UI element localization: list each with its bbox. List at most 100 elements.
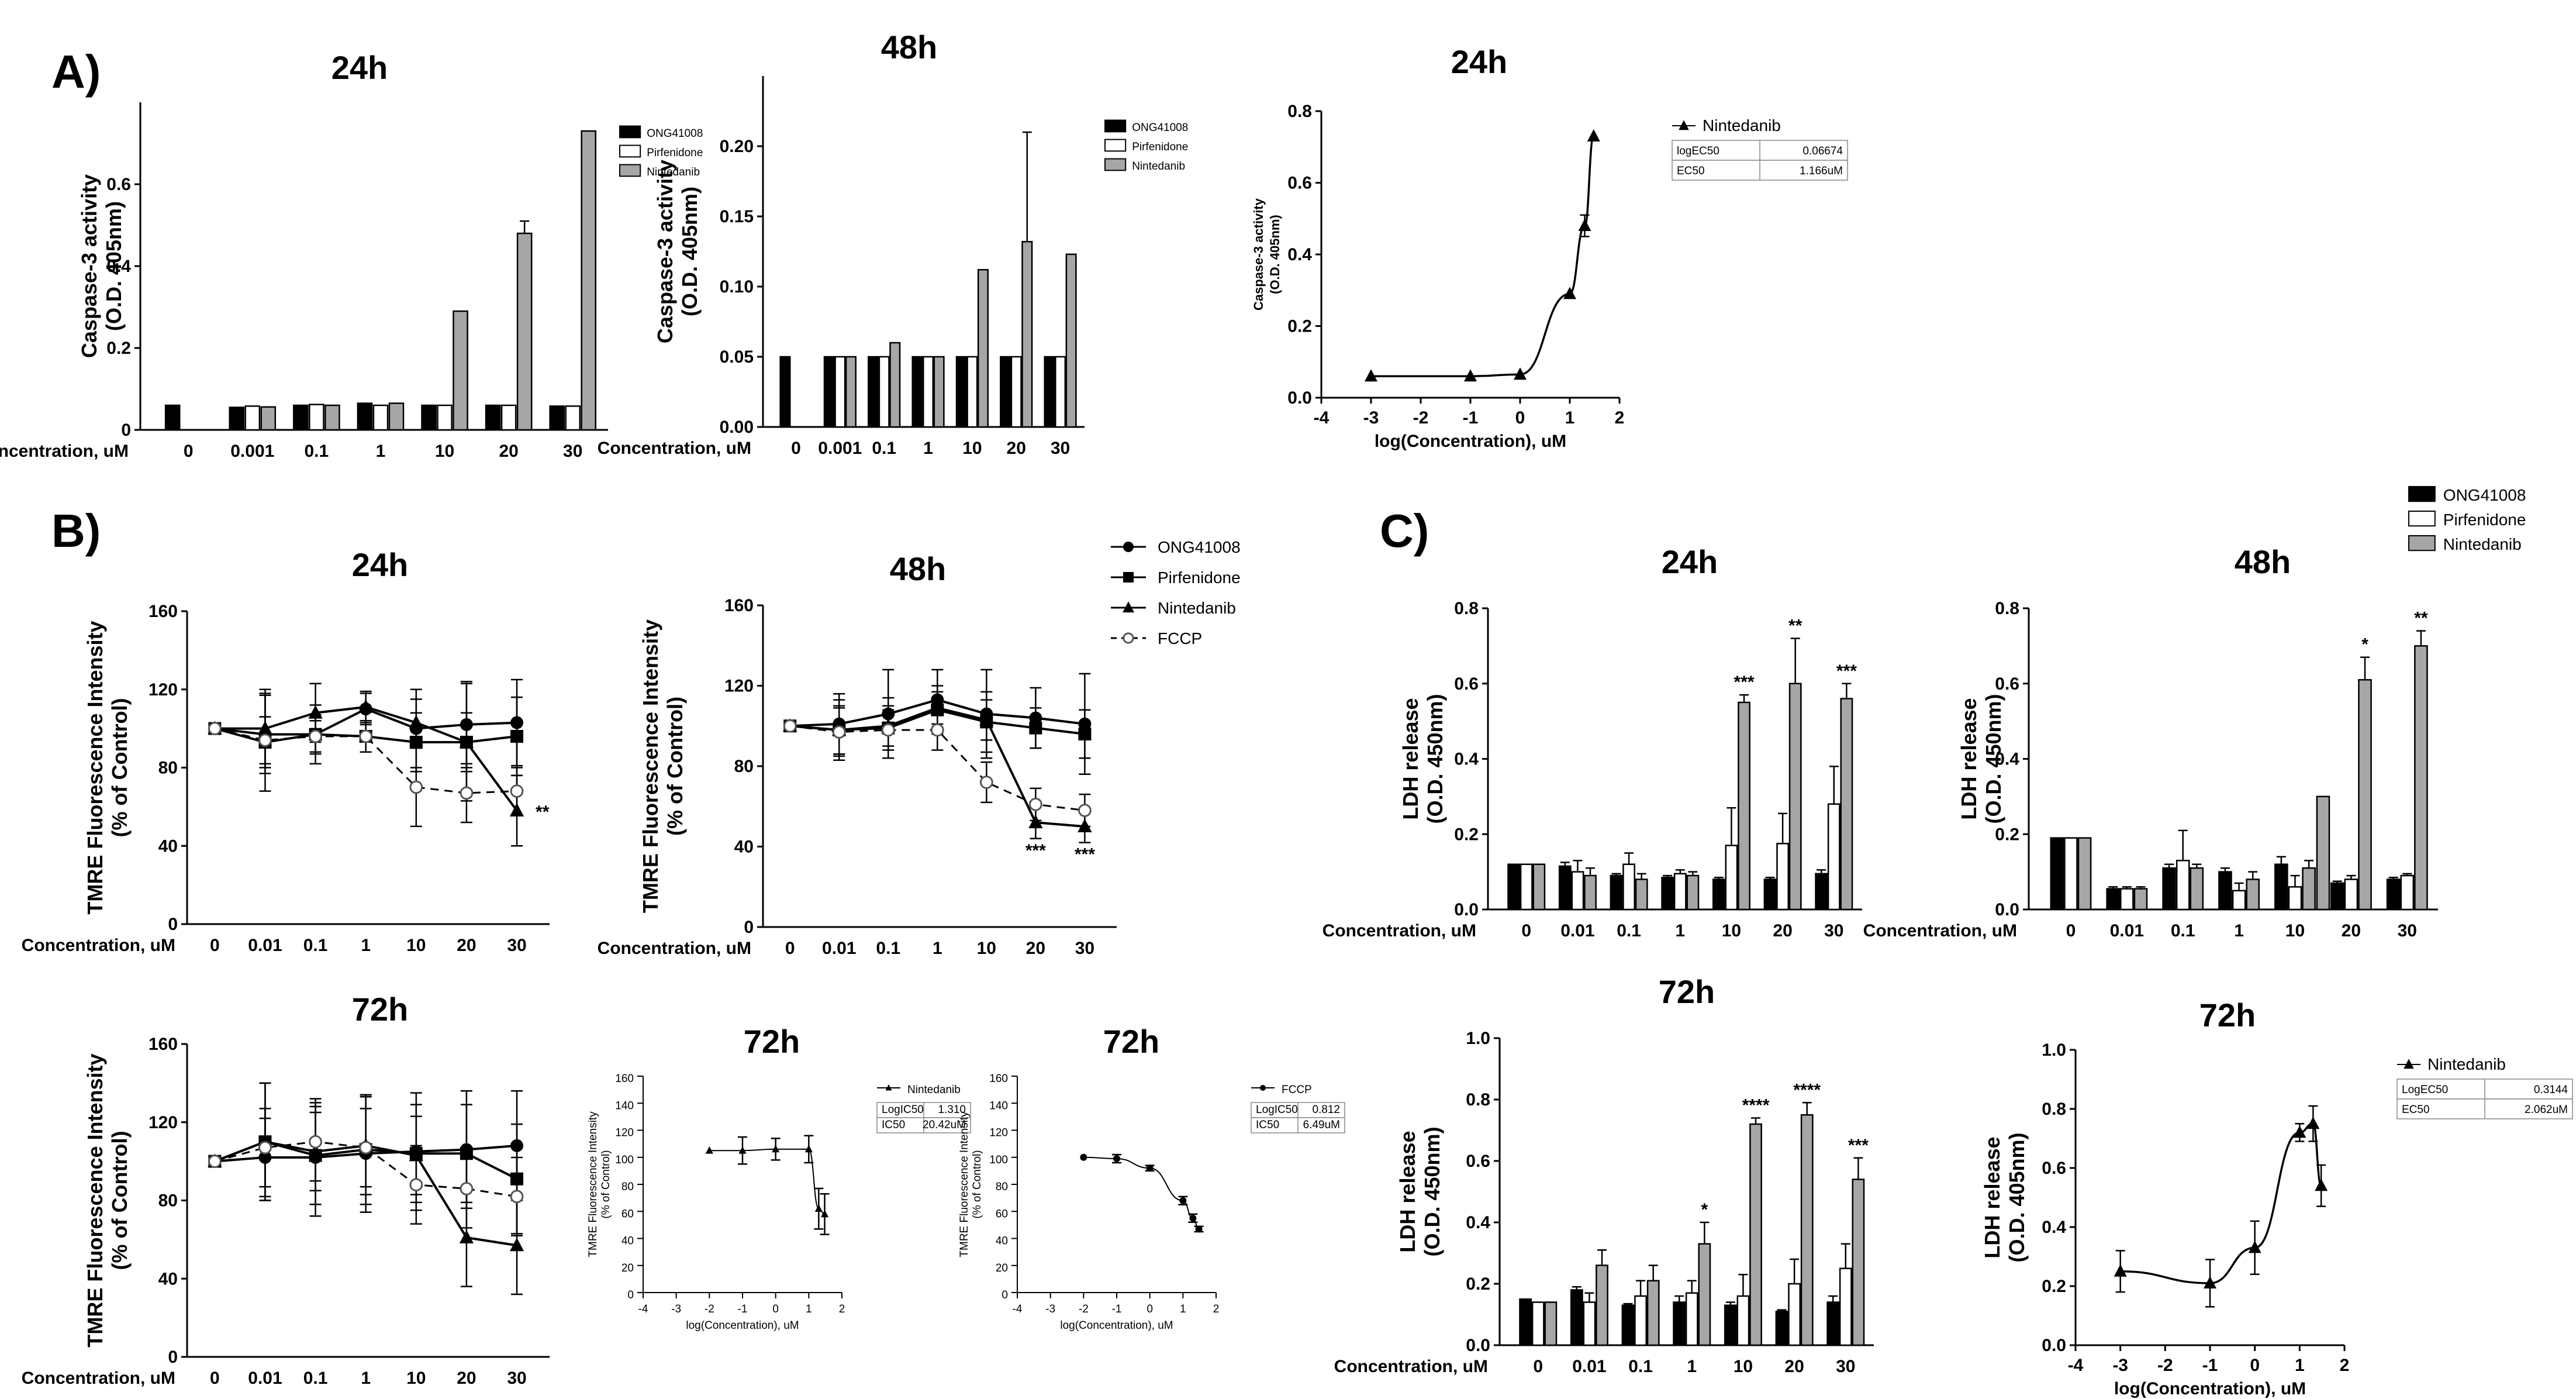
legend-swatch (619, 164, 641, 177)
legend-label: Nintedanib (647, 166, 700, 178)
y-tick-label: 40 (621, 1235, 634, 1248)
panel-label-a: A) (51, 46, 101, 98)
x-tick-label: -1 (738, 1303, 748, 1315)
fit-curve-fccp (1083, 1156, 1199, 1230)
significance-mark: ** (1788, 616, 1802, 636)
x-tick-label: 0.01 (822, 939, 856, 958)
bar-nintedanib (388, 402, 405, 431)
legend-label: Pirfenidone (1158, 568, 1241, 587)
x-tick-label: 20 (1784, 1357, 1804, 1376)
bar-pirfenidone (2064, 837, 2078, 911)
y-tick-label: 0 (1002, 1289, 1008, 1301)
marker-fccp (359, 1140, 373, 1155)
x-axis-title: Concentration, uM (1322, 921, 1476, 940)
y-tick-label: 100 (615, 1154, 634, 1166)
x-tick-label: -3 (1045, 1303, 1055, 1315)
y-axis-title: (% of Control) (108, 698, 132, 838)
y-axis-title: (O.D. 405nm) (102, 201, 126, 331)
bar-nintedanib (324, 404, 340, 431)
bar-nintedanib (1635, 878, 1648, 911)
marker-nintedanib (1365, 369, 1377, 382)
bar-ong41008 (229, 406, 245, 431)
x-tick-label: 10 (2285, 921, 2305, 940)
legend-swatch (1104, 119, 1127, 133)
bar-nintedanib (845, 356, 857, 428)
x-tick-label: 0.01 (1572, 1357, 1606, 1376)
y-tick-label: 0.4 (1454, 750, 1479, 769)
marker-nintedanib (820, 1210, 829, 1218)
y-tick-label: 0 (168, 915, 178, 934)
x-tick-label: 20 (1773, 921, 1792, 940)
marker-fccp (1179, 1197, 1187, 1204)
chart-title: 72h (1659, 973, 1715, 1010)
bar-pirfenidone (966, 356, 978, 428)
x-tick-label: 20 (1026, 939, 1045, 958)
y-tick-label: 80 (621, 1181, 634, 1193)
bar-pirfenidone (878, 356, 890, 428)
stats-table-key: IC50 (882, 1119, 905, 1131)
significance-mark: **** (1793, 1080, 1821, 1100)
marker-pirfenidone (1123, 572, 1134, 583)
y-axis-title: LDH release (1396, 1131, 1420, 1252)
chart-title: 24h (352, 546, 409, 583)
x-tick-label: 10 (977, 939, 996, 958)
y-tick-label: 80 (158, 759, 178, 778)
bar-extra (2316, 795, 2330, 911)
bar-nintedanib (581, 130, 597, 431)
x-tick-label: 1 (361, 936, 371, 955)
x-tick-label: 30 (1051, 439, 1070, 458)
x-tick-label: 0.001 (230, 442, 274, 461)
y-tick-label: 40 (158, 1269, 178, 1288)
y-tick-label: 0.00 (720, 418, 754, 437)
y-tick-label: 0 (627, 1289, 634, 1301)
marker-fccp (510, 784, 524, 798)
y-tick-label: 0 (744, 918, 754, 937)
legend-swatch (2408, 486, 2436, 502)
legend-swatch (2408, 535, 2436, 552)
x-tick-label: -2 (1079, 1303, 1089, 1315)
chart-a1: 0 0.2 0.4 0.6 Caspase-3 activity (O.D. 405nm)… (0, 49, 608, 461)
x-tick-label: 0.1 (1628, 1357, 1653, 1376)
bar-pirfenidone (2344, 878, 2359, 911)
marker-nintedanib (814, 1204, 823, 1212)
marker-fccp (208, 722, 222, 736)
marker-fccp (783, 719, 797, 733)
bar-ong41008 (2050, 837, 2064, 911)
marker-fccp (1189, 1214, 1197, 1222)
y-axis-title: (% of Control) (108, 1131, 132, 1270)
marker-nintedanib (1587, 129, 1600, 142)
marker-nintedanib (804, 1145, 813, 1153)
y-tick-label: 40 (158, 836, 178, 856)
chart-title: 72h (352, 991, 409, 1028)
bar-pirfenidone (1622, 863, 1635, 911)
bar-pirfenidone (1725, 845, 1738, 911)
x-tick-label: 30 (2398, 921, 2417, 940)
y-tick-label: 120 (149, 1113, 178, 1132)
chart-a3: 0.0 0.2 0.4 0.6 0.8 Caspase-3 activity (O.D. 4… (1251, 43, 1848, 451)
marker-nintedanib (459, 734, 474, 748)
y-tick-label: 0.8 (2042, 1100, 2066, 1119)
bar-nintedanib (1738, 701, 1750, 911)
bar-nintedanib (516, 232, 533, 431)
marker-nintedanib (2306, 1117, 2320, 1129)
significance-mark: *** (1025, 841, 1046, 860)
marker-fccp (979, 776, 993, 789)
x-tick-label: -2 (1413, 408, 1429, 428)
marker-fccp (1146, 1164, 1154, 1172)
y-tick-label: 160 (615, 1073, 634, 1085)
bar-pirfenidone (1685, 1292, 1698, 1346)
marker-fccp (258, 1140, 272, 1155)
x-tick-label: -4 (1013, 1303, 1023, 1315)
y-tick-label: 0.4 (2042, 1218, 2066, 1237)
fit-curve-nintedanib (2120, 1122, 2322, 1284)
bar-nintedanib (2190, 867, 2204, 911)
bar-ong41008 (2218, 871, 2232, 911)
y-tick-label: 0.8 (1466, 1090, 1490, 1109)
y-tick-label: 80 (996, 1181, 1008, 1193)
bar-pirfenidone (1776, 843, 1790, 911)
legend-b: ONG41008 Pirfenidone Nintedanib FCCP (1111, 538, 1241, 647)
y-tick-label: 160 (149, 602, 178, 621)
